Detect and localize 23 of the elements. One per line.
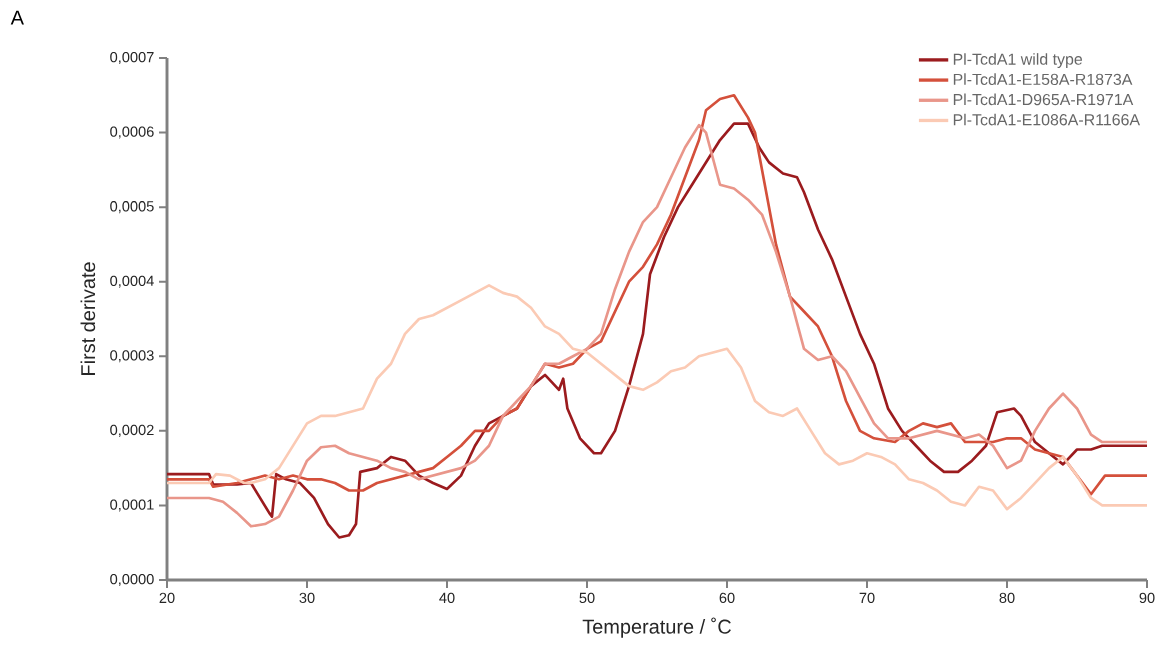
legend-label: Pl-TcdA1-D965A-R1971A bbox=[953, 93, 1134, 106]
x-tick-label: 20 bbox=[159, 592, 175, 604]
y-axis-title: First derivate bbox=[80, 262, 96, 375]
x-tick-label: 40 bbox=[439, 592, 455, 604]
y-tick-label: 0,0000 bbox=[110, 573, 154, 587]
x-tick-label: 30 bbox=[299, 592, 315, 604]
y-tick-label: 0,0004 bbox=[110, 275, 154, 288]
y-tick-label: 0,0002 bbox=[110, 424, 154, 437]
y-tick-label: 0,0001 bbox=[110, 499, 154, 512]
y-tick-label: 0,0006 bbox=[110, 126, 154, 139]
x-tick-label: 80 bbox=[999, 592, 1015, 604]
legend-label: Pl-TcdA1 wild type bbox=[953, 53, 1083, 68]
y-tick-label: 0,0005 bbox=[110, 201, 154, 214]
x-tick-label: 50 bbox=[579, 592, 595, 604]
legend-label: Pl-TcdA1-E1086A-R1166A bbox=[953, 113, 1141, 126]
text: A bbox=[10, 10, 24, 25]
legend-label: Pl-TcdA1-E158A-R1873A bbox=[953, 73, 1133, 86]
x-tick-label: 90 bbox=[1139, 592, 1155, 604]
y-tick-label: 0,0003 bbox=[110, 350, 154, 363]
x-tick-label: 70 bbox=[859, 592, 875, 604]
x-tick-label: 60 bbox=[719, 592, 735, 604]
x-axis-title: Temperature / ˚C bbox=[582, 617, 731, 638]
y-tick-label: 0,0007 bbox=[110, 51, 154, 65]
